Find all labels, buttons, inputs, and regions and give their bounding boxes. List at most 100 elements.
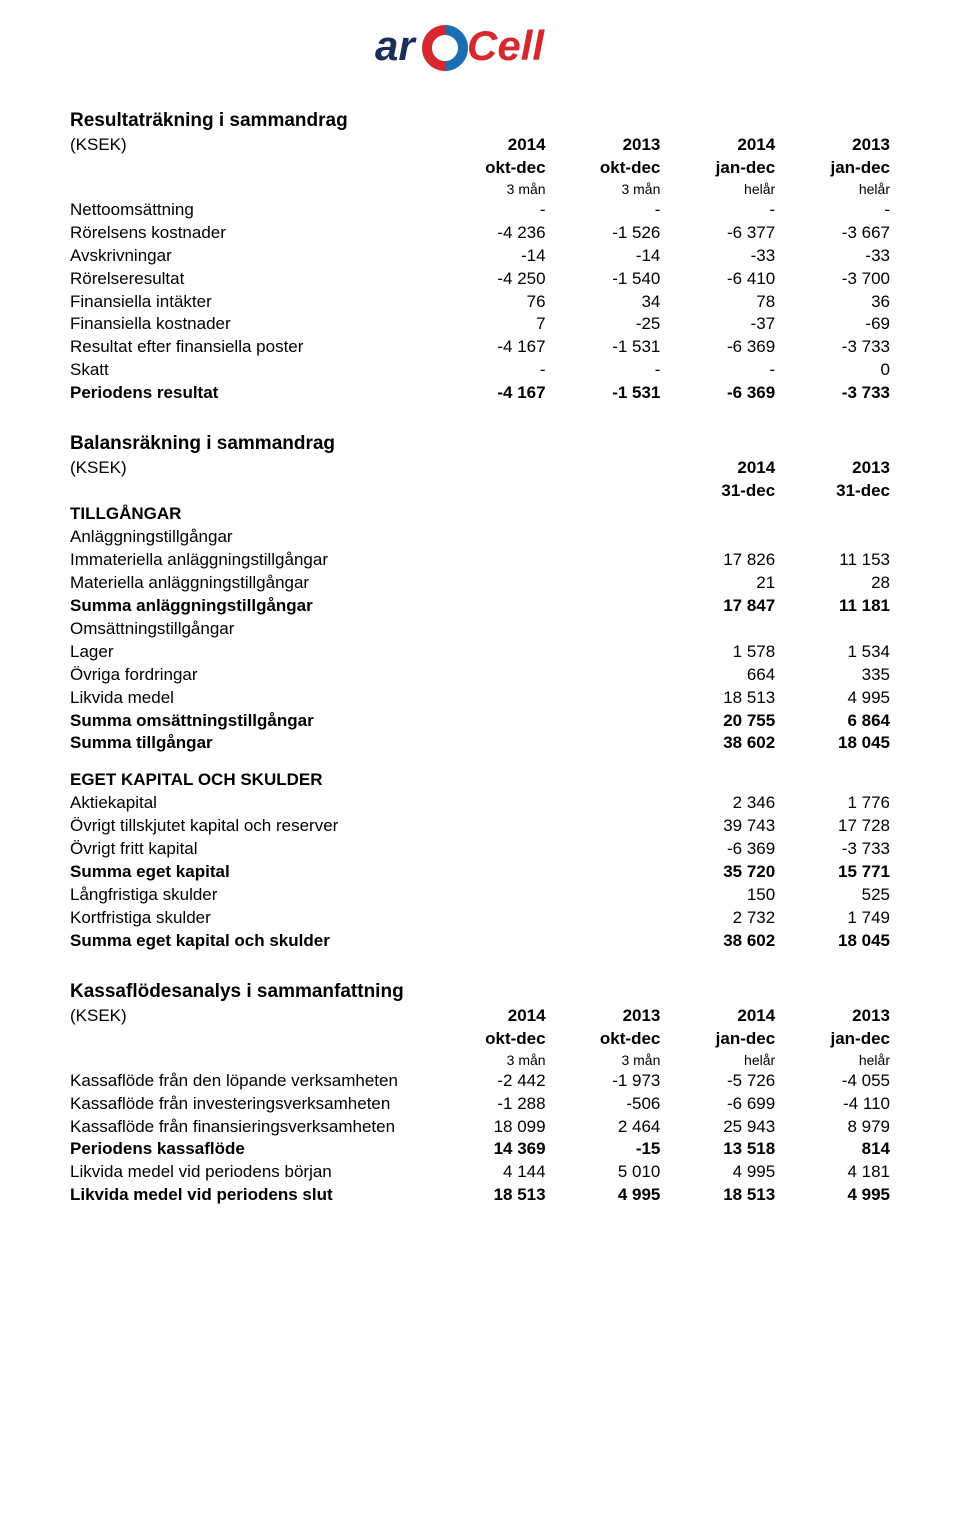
row-value: 814 [775,1138,890,1161]
col-period: okt-dec [431,1028,546,1051]
col-date: 31-dec [775,480,890,503]
row-label: Summa eget kapital [70,861,660,884]
row-value: -3 733 [775,382,890,405]
col-sub: 3 mån [546,180,661,199]
table-row: Summa omsättningstillgångar20 7556 864 [70,710,890,733]
row-label: Kassaflöde från investeringsverksamheten [70,1093,431,1116]
row-label: Nettoomsättning [70,199,431,222]
row-label: Avskrivningar [70,245,431,268]
row-value: -1 973 [546,1070,661,1093]
row-label: Skatt [70,359,431,382]
assets-header: TILLGÅNGAR [70,503,660,526]
row-label: Likvida medel vid periodens slut [70,1184,431,1207]
col-sub: helår [775,1051,890,1070]
row-value: 2 464 [546,1116,661,1139]
row-label: Långfristiga skulder [70,884,660,907]
row-label: Rörelsens kostnader [70,222,431,245]
row-value: -6 377 [660,222,775,245]
row-label: Aktiekapital [70,792,660,815]
row-label: Summa tillgångar [70,732,660,755]
table-row: Långfristiga skulder150525 [70,884,890,907]
row-value: 21 [660,572,775,595]
row-label: Övrigt tillskjutet kapital och reserver [70,815,660,838]
table-row: Resultat efter finansiella poster-4 167-… [70,336,890,359]
col-year: 2013 [775,134,890,157]
table-row: Summa anläggningstillgångar17 84711 181 [70,595,890,618]
row-label: Kortfristiga skulder [70,907,660,930]
table-row: Likvida medel vid periodens slut18 5134 … [70,1184,890,1207]
row-value: 15 771 [775,861,890,884]
balance-title: Balansräkning i sammandrag [70,433,890,455]
col-period: jan-dec [660,157,775,180]
table-row: Avskrivningar-14-14-33-33 [70,245,890,268]
row-value: 664 [660,664,775,687]
row-label: Kassaflöde från den löpande verksamheten [70,1070,431,1093]
table-row: Omsättningstillgångar [70,618,890,641]
row-label: Likvida medel vid periodens början [70,1161,431,1184]
row-value: -37 [660,313,775,336]
row-label: Finansiella intäkter [70,291,431,314]
table-row: Finansiella kostnader7-25-37-69 [70,313,890,336]
row-value: -6 369 [660,336,775,359]
unit-label: (KSEK) [70,1005,431,1028]
row-value: 335 [775,664,890,687]
table-row: 31-dec 31-dec [70,480,890,503]
row-value: -6 369 [660,838,775,861]
row-label: Lager [70,641,660,664]
row-value: -1 531 [546,336,661,359]
col-period: okt-dec [431,157,546,180]
table-row: Skatt---0 [70,359,890,382]
row-label: Resultat efter finansiella poster [70,336,431,359]
row-value: 76 [431,291,546,314]
row-value: 2 346 [660,792,775,815]
row-value: - [775,199,890,222]
col-sub: helår [660,180,775,199]
table-row: Summa tillgångar38 60218 045 [70,732,890,755]
col-period: okt-dec [546,157,661,180]
table-row: (KSEK) 2014 2013 2014 2013 [70,134,890,157]
balance-table: (KSEK) 2014 2013 31-dec 31-dec TILLGÅNGA… [70,457,890,953]
row-value: 1 749 [775,907,890,930]
row-value: -1 531 [546,382,661,405]
table-row: (KSEK) 2014 2013 2014 2013 [70,1005,890,1028]
row-value: -4 167 [431,336,546,359]
row-value: -5 726 [660,1070,775,1093]
col-period: jan-dec [775,1028,890,1051]
row-value: 14 369 [431,1138,546,1161]
table-row: Rörelseresultat-4 250-1 540-6 410-3 700 [70,268,890,291]
table-row: Kassaflöde från den löpande verksamheten… [70,1070,890,1093]
row-value: 150 [660,884,775,907]
table-row: Rörelsens kostnader-4 236-1 526-6 377-3 … [70,222,890,245]
arocell-logo: ar Cell [375,20,585,75]
table-row: Kassaflöde från finansieringsverksamhete… [70,1116,890,1139]
row-label: Periodens kassaflöde [70,1138,431,1161]
row-value: 18 099 [431,1116,546,1139]
logo-o-icon [427,30,463,66]
logo-text-cell: Cell [467,22,545,69]
row-value: 4 995 [775,1184,890,1207]
row-value: 25 943 [660,1116,775,1139]
row-label: Övriga fordringar [70,664,660,687]
row-value: 18 045 [775,732,890,755]
table-row: Immateriella anläggningstillgångar17 826… [70,549,890,572]
col-sub: helår [660,1051,775,1070]
row-value: 1 776 [775,792,890,815]
row-value: -6 699 [660,1093,775,1116]
row-value: 35 720 [660,861,775,884]
row-value: 2 732 [660,907,775,930]
row-value: -2 442 [431,1070,546,1093]
table-row: Summa eget kapital35 72015 771 [70,861,890,884]
row-value: 36 [775,291,890,314]
row-value: 4 181 [775,1161,890,1184]
row-label: Summa omsättningstillgångar [70,710,660,733]
row-label: Övrigt fritt kapital [70,838,660,861]
row-value: -33 [775,245,890,268]
row-value: -4 055 [775,1070,890,1093]
col-year: 2014 [660,1005,775,1028]
row-label: Kassaflöde från finansieringsverksamhete… [70,1116,431,1139]
row-label: Finansiella kostnader [70,313,431,336]
row-value: 4 144 [431,1161,546,1184]
unit-label: (KSEK) [70,134,431,157]
row-value: -3 700 [775,268,890,291]
row-value: -506 [546,1093,661,1116]
